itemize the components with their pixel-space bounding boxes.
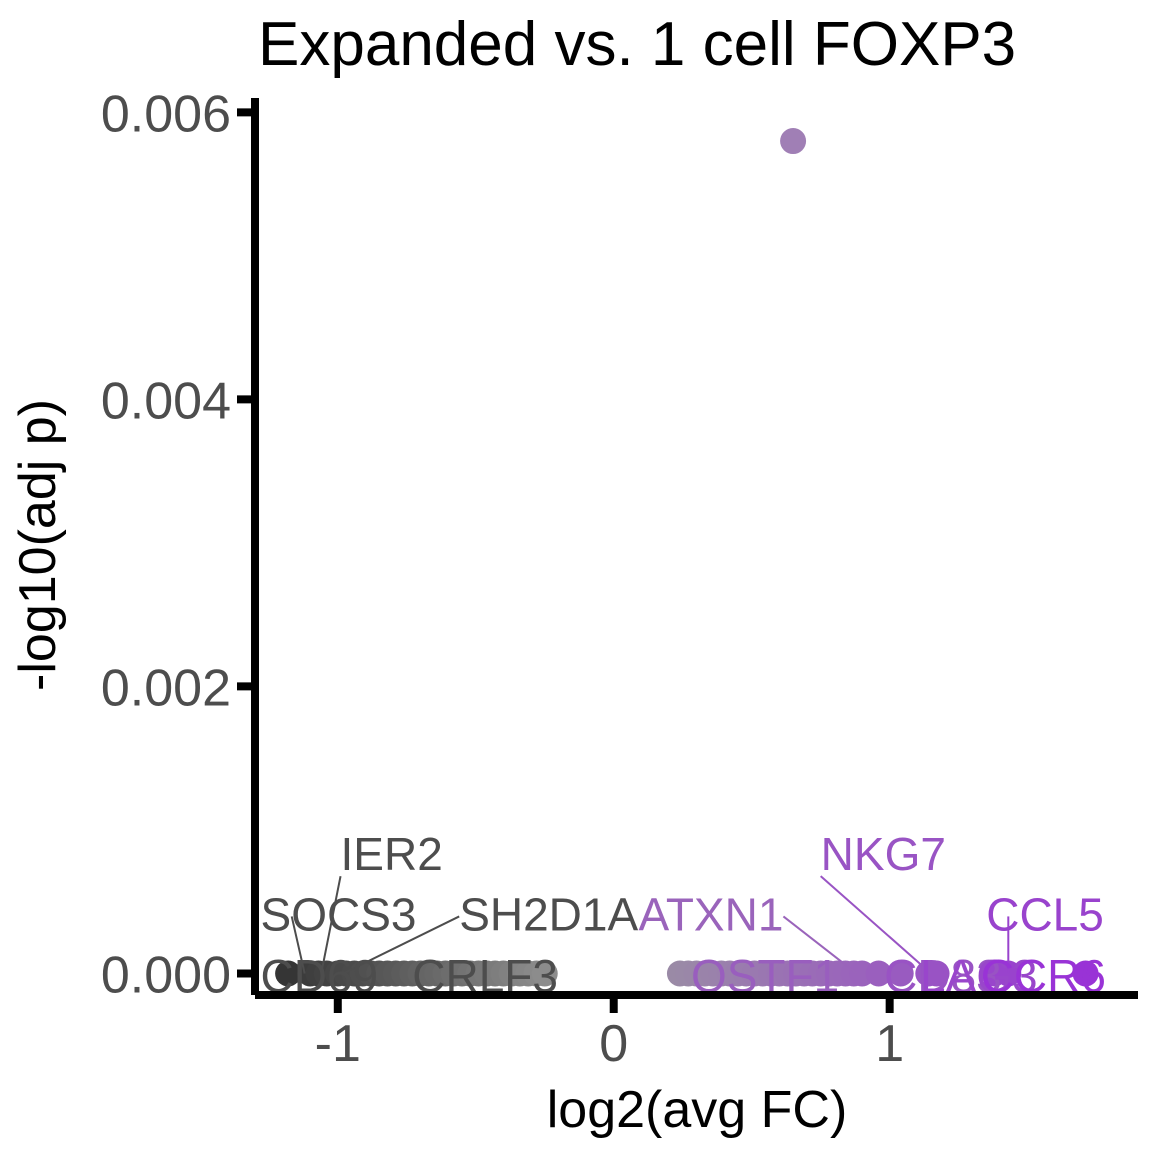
x-tick-label: 1 xyxy=(875,1015,904,1073)
gene-label: SH2D1A xyxy=(459,888,638,940)
gene-label: NKG7 xyxy=(821,828,946,880)
x-tick-label: -1 xyxy=(315,1015,361,1073)
data-point xyxy=(887,960,914,987)
y-axis-title: -log10(adj p) xyxy=(9,399,67,691)
label-connector xyxy=(342,915,460,975)
gene-label: IER2 xyxy=(341,828,443,880)
axes-layer: -1 0 1 0.000 0.002 0.004 0.006 xyxy=(101,85,1138,1073)
data-point xyxy=(923,960,950,987)
y-tick-label: 0.000 xyxy=(101,946,231,1004)
label-connector xyxy=(782,915,858,975)
gene-label: ATXN1 xyxy=(639,888,784,940)
chart-title: Expanded vs. 1 cell FOXP3 xyxy=(258,10,1016,79)
label-connector xyxy=(290,916,306,974)
gene-label: SOCS3 xyxy=(261,888,417,940)
data-point xyxy=(531,960,558,987)
y-tick-label: 0.002 xyxy=(101,659,231,717)
gene-label: CCL5 xyxy=(986,888,1104,940)
x-tick-label: 0 xyxy=(599,1015,628,1073)
label-connector xyxy=(820,875,932,975)
data-point xyxy=(275,960,302,987)
data-point xyxy=(1072,960,1099,987)
label-connector xyxy=(320,875,342,974)
y-tick-label: 0.004 xyxy=(101,372,231,430)
x-axis-title: log2(avg FC) xyxy=(547,1081,848,1139)
data-point xyxy=(780,128,807,155)
y-tick-label: 0.006 xyxy=(101,85,231,143)
points-layer xyxy=(275,128,1099,987)
data-point xyxy=(865,960,892,987)
